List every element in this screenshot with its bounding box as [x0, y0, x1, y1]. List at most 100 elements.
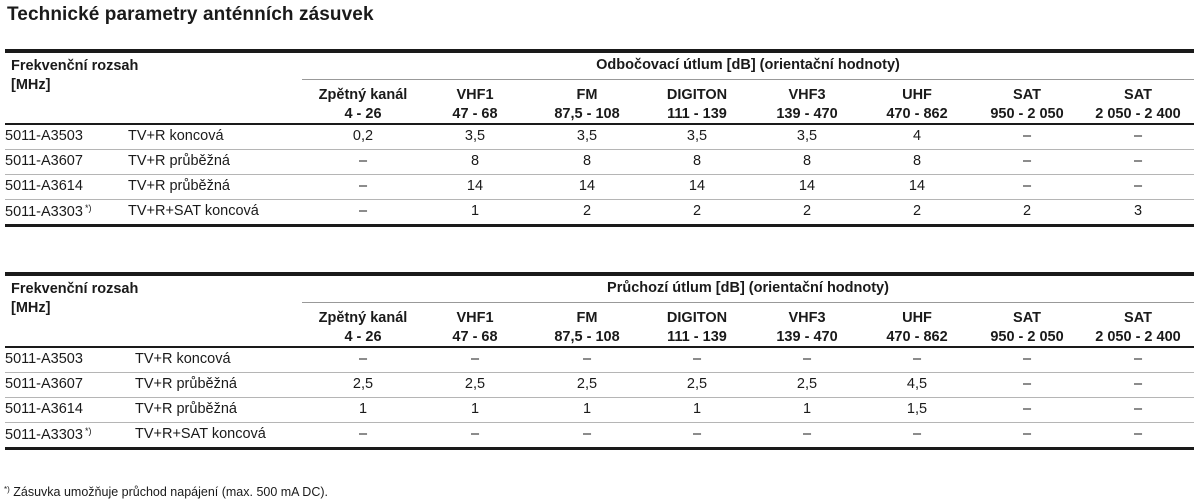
column-header: VHF1 47 - 68 — [420, 86, 530, 124]
cell-value: 1 — [802, 401, 812, 417]
table-top-rule — [5, 49, 1194, 53]
product-description: TV+R koncová — [135, 351, 231, 367]
column-name: Zpětný kanál — [318, 310, 408, 326]
cell-value: – — [912, 351, 922, 367]
cell-value: – — [358, 203, 368, 219]
column-name: VHF1 — [456, 87, 494, 103]
table-row: 5011-A3607 TV+R průběžná – 8 8 8 8 8 – – — [5, 150, 1194, 175]
group-title: Odbočovací útlum [dB] (orientační hodnot… — [596, 57, 900, 73]
cell-value: – — [1022, 153, 1032, 169]
cell-value: 1 — [582, 401, 592, 417]
column-header: SAT 2 050 - 2 400 — [1083, 86, 1193, 124]
cell-value: 14 — [798, 178, 816, 194]
column-range: 139 - 470 — [776, 329, 838, 345]
cell-value: 1,5 — [906, 401, 928, 417]
table-row: 5011-A3607 TV+R průběžná 2,5 2,5 2,5 2,5 2,5 4,… — [5, 373, 1194, 398]
table-row: 5011-A3303 *) TV+R+SAT koncová – 1 2 2 2 2 2 3 — [5, 200, 1194, 224]
column-header: SAT 2 050 - 2 400 — [1083, 309, 1193, 347]
cell-value: 3,5 — [464, 128, 486, 144]
product-description: TV+R průběžná — [135, 401, 237, 417]
column-range: 47 - 68 — [452, 329, 498, 345]
cell-value: 3,5 — [796, 128, 818, 144]
product-code-text: 5011-A3607 — [5, 153, 83, 169]
table-header: Frekvenční rozsah [MHz] Odbočovací útlum [… — [5, 53, 1194, 123]
cell-value: – — [802, 351, 812, 367]
cell-value: – — [1133, 153, 1143, 169]
row-header-label: Frekvenční rozsah [MHz] — [11, 57, 138, 95]
cell-value: – — [802, 426, 812, 442]
cell-value: 4,5 — [906, 376, 928, 392]
footnote-text: Zásuvka umožňuje průchod napájení (max. … — [9, 485, 328, 499]
product-code: 5011-A3614 — [5, 401, 83, 417]
cell-value: 8 — [582, 153, 592, 169]
product-code-text: 5011-A3614 — [5, 178, 83, 194]
cell-value: 3,5 — [686, 128, 708, 144]
product-description: TV+R průběžná — [128, 178, 230, 194]
cell-value: 8 — [692, 153, 702, 169]
product-description: TV+R+SAT koncová — [128, 203, 259, 219]
table-row: 5011-A3503 TV+R koncová – – – – – – – – — [5, 348, 1194, 373]
cell-value: – — [1022, 376, 1032, 392]
table-row: 5011-A3503 TV+R koncová 0,2 3,5 3,5 3,5 3,5 4 – – — [5, 125, 1194, 150]
table-bottom-rule — [5, 447, 1194, 450]
column-range: 950 - 2 050 — [990, 329, 1064, 345]
cell-value: 2,5 — [796, 376, 818, 392]
cell-value: 2,5 — [352, 376, 374, 392]
column-name: SAT — [1124, 310, 1152, 326]
column-header: FM 87,5 - 108 — [532, 86, 642, 124]
column-name: SAT — [1124, 87, 1152, 103]
cell-value: 14 — [908, 178, 926, 194]
column-range: 47 - 68 — [452, 106, 498, 122]
column-header: VHF1 47 - 68 — [420, 309, 530, 347]
cell-value: – — [470, 426, 480, 442]
column-name: SAT — [1013, 87, 1041, 103]
column-name: SAT — [1013, 310, 1041, 326]
column-name: FM — [576, 87, 598, 103]
product-code: 5011-A3607 — [5, 153, 83, 169]
cell-value: – — [1022, 128, 1032, 144]
cell-value: 1 — [470, 401, 480, 417]
product-code-text: 5011-A3503 — [5, 128, 83, 144]
cell-value: – — [1133, 178, 1143, 194]
product-code: 5011-A3503 — [5, 351, 83, 367]
header-rule — [5, 123, 1194, 125]
parameter-table-2: Frekvenční rozsah [MHz] Průchozí útlum [dB… — [5, 272, 1194, 450]
row-header-line1: Frekvenční rozsah — [11, 58, 139, 74]
column-name: FM — [576, 310, 598, 326]
page-title: Technické parametry anténních zásuvek — [7, 4, 374, 25]
cell-value: 2 — [912, 203, 922, 219]
column-header: Zpětný kanál 4 - 26 — [308, 309, 418, 347]
cell-value: 14 — [466, 178, 484, 194]
cell-value: – — [358, 153, 368, 169]
parameter-table-1: Frekvenční rozsah [MHz] Odbočovací útlum [… — [5, 49, 1194, 227]
column-header: DIGITON 111 - 139 — [642, 309, 752, 347]
cell-value: – — [358, 351, 368, 367]
cell-value: 2,5 — [576, 376, 598, 392]
column-name: VHF3 — [788, 310, 826, 326]
footnote-ref: *) — [84, 426, 92, 436]
cell-value: – — [1133, 128, 1143, 144]
cell-value: 2,5 — [464, 376, 486, 392]
column-name: VHF1 — [456, 310, 494, 326]
column-name: UHF — [902, 310, 932, 326]
row-header-label: Frekvenční rozsah [MHz] — [11, 280, 138, 318]
column-range: 139 - 470 — [776, 106, 838, 122]
table-top-rule — [5, 272, 1194, 276]
row-header-line2: [MHz] — [11, 77, 51, 93]
cell-value: 4 — [912, 128, 922, 144]
column-range: 4 - 26 — [344, 329, 382, 345]
column-range: 4 - 26 — [344, 106, 382, 122]
footnote-ref: *) — [84, 203, 92, 213]
product-description: TV+R průběžná — [135, 376, 237, 392]
cell-value: – — [582, 426, 592, 442]
product-code: 5011-A3503 — [5, 128, 83, 144]
column-name: DIGITON — [666, 310, 728, 326]
product-code: 5011-A3303 *) — [5, 426, 91, 443]
group-divider — [302, 79, 1194, 80]
group-title: Průchozí útlum [dB] (orientační hodnoty) — [607, 280, 889, 296]
cell-value: – — [1022, 426, 1032, 442]
product-description: TV+R průběžná — [128, 153, 230, 169]
cell-value: – — [1133, 351, 1143, 367]
column-range: 470 - 862 — [886, 329, 948, 345]
column-range: 2 050 - 2 400 — [1095, 329, 1181, 345]
